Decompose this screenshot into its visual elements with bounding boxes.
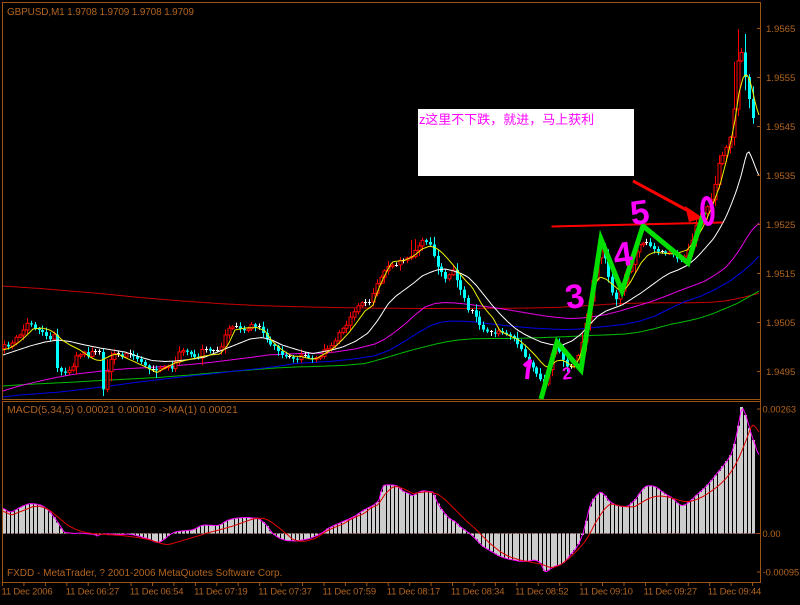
svg-text:1.9535: 1.9535 [766,171,795,182]
svg-text:11 Dec 2006: 11 Dec 2006 [2,587,53,598]
svg-text:MACD(5,34,5) 0.00021 0.00010: MACD(5,34,5) 0.00021 0.00010 ->MA(1) 0.0… [7,404,238,416]
svg-text:11 Dec 09:44: 11 Dec 09:44 [708,587,761,598]
svg-text:GBPUSD,M1 1.9708 1.9709 1.970: GBPUSD,M1 1.9708 1.9709 1.9708 1.9709 [7,7,194,18]
svg-text:1.9495: 1.9495 [766,367,795,378]
svg-text:1.9565: 1.9565 [766,24,795,35]
svg-text:0.00: 0.00 [763,529,781,539]
svg-text:11 Dec 06:54: 11 Dec 06:54 [130,587,183,598]
svg-text:11 Dec 09:10: 11 Dec 09:10 [579,587,632,598]
svg-text:1.9505: 1.9505 [766,318,795,329]
svg-text:11 Dec 09:27: 11 Dec 09:27 [644,587,697,598]
svg-text:1.9545: 1.9545 [766,122,795,133]
svg-text:-0.00095: -0.00095 [763,568,800,578]
svg-text:0.00263: 0.00263 [763,405,797,415]
svg-text:11 Dec 06:27: 11 Dec 06:27 [66,587,119,598]
svg-text:1.9555: 1.9555 [766,73,795,84]
svg-text:11 Dec 08:17: 11 Dec 08:17 [387,587,440,598]
svg-text:11 Dec 07:19: 11 Dec 07:19 [194,587,247,598]
svg-text:2: 2 [561,364,572,384]
svg-text:FXDD - MetaTrader, ? 2001-2006: FXDD - MetaTrader, ? 2001-2006 MetaQuote… [7,568,282,579]
svg-text:11 Dec 07:59: 11 Dec 07:59 [323,587,376,598]
svg-text:1.9515: 1.9515 [766,269,795,280]
svg-text:11 Dec 07:37: 11 Dec 07:37 [258,587,311,598]
svg-text:11 Dec 08:52: 11 Dec 08:52 [515,587,568,598]
svg-text:1.9525: 1.9525 [766,220,795,231]
svg-text:11 Dec 08:34: 11 Dec 08:34 [451,587,504,598]
